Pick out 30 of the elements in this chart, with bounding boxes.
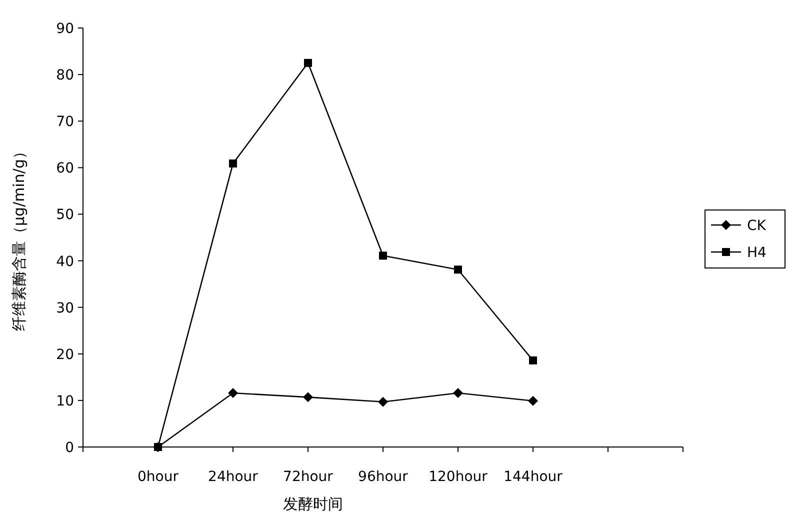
y-tick-label: 40 bbox=[56, 254, 74, 270]
y-tick-label: 90 bbox=[56, 21, 74, 37]
y-tick-label: 70 bbox=[56, 114, 74, 130]
x-tick-label: 96hour bbox=[358, 469, 408, 485]
point bbox=[529, 356, 537, 364]
x-tick-label: 24hour bbox=[208, 469, 258, 485]
legend-label: CK bbox=[747, 218, 767, 234]
point bbox=[303, 392, 313, 402]
y-tick-label: 0 bbox=[65, 440, 74, 456]
point bbox=[229, 159, 237, 168]
x-tick-label: 120hour bbox=[428, 469, 488, 485]
legend-label: H4 bbox=[747, 245, 767, 261]
x-axis-title: 发酵时间 bbox=[283, 495, 343, 513]
point bbox=[528, 396, 538, 406]
y-tick-label: 60 bbox=[56, 160, 74, 177]
y-tick-label: 30 bbox=[56, 300, 74, 316]
point bbox=[453, 388, 463, 398]
x-tick-label: 72hour bbox=[283, 469, 334, 485]
point bbox=[454, 266, 462, 274]
point bbox=[379, 252, 387, 260]
point bbox=[228, 388, 238, 398]
y-tick-label: 50 bbox=[56, 207, 74, 224]
y-axis-title: 纤维素酶含量（μg/min/g） bbox=[10, 144, 28, 331]
x-tick-label: 0hour bbox=[138, 469, 179, 485]
x-tick-label: 144hour bbox=[504, 469, 563, 485]
y-tick-label: 80 bbox=[56, 68, 74, 84]
point bbox=[378, 396, 388, 407]
point bbox=[304, 58, 312, 67]
y-tick-label: 20 bbox=[56, 346, 74, 363]
y-tick-label: 10 bbox=[56, 393, 74, 410]
